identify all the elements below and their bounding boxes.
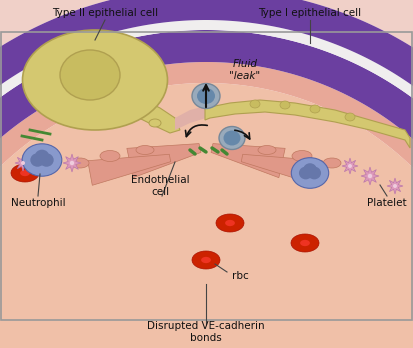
Ellipse shape <box>323 158 341 168</box>
Text: Type II epithelial cell: Type II epithelial cell <box>52 8 158 18</box>
Polygon shape <box>0 30 413 348</box>
Ellipse shape <box>125 110 135 117</box>
Ellipse shape <box>201 257 211 263</box>
Text: Platelet: Platelet <box>367 198 407 208</box>
Ellipse shape <box>197 88 215 104</box>
Polygon shape <box>175 106 206 130</box>
Polygon shape <box>0 20 413 348</box>
Polygon shape <box>0 83 413 348</box>
Ellipse shape <box>310 105 320 113</box>
Polygon shape <box>241 154 323 185</box>
Ellipse shape <box>70 161 74 165</box>
Ellipse shape <box>225 220 235 226</box>
Text: rbc: rbc <box>232 271 248 281</box>
Ellipse shape <box>291 158 329 188</box>
Ellipse shape <box>368 174 372 178</box>
Ellipse shape <box>345 113 355 121</box>
Ellipse shape <box>300 240 310 246</box>
Ellipse shape <box>292 150 312 161</box>
Ellipse shape <box>39 153 54 167</box>
Text: Type I epithelial cell: Type I epithelial cell <box>259 8 361 18</box>
Ellipse shape <box>219 127 245 150</box>
Polygon shape <box>205 100 410 148</box>
Ellipse shape <box>30 153 45 167</box>
Polygon shape <box>0 148 413 348</box>
Ellipse shape <box>223 130 240 145</box>
Polygon shape <box>361 167 379 185</box>
Ellipse shape <box>71 158 89 168</box>
Text: Endothelial
cell: Endothelial cell <box>131 175 189 197</box>
Ellipse shape <box>192 251 220 269</box>
Ellipse shape <box>393 184 397 188</box>
Ellipse shape <box>258 145 276 155</box>
Ellipse shape <box>22 30 168 130</box>
Ellipse shape <box>299 167 313 179</box>
Ellipse shape <box>348 164 352 168</box>
Polygon shape <box>211 144 285 178</box>
Ellipse shape <box>136 145 154 155</box>
Ellipse shape <box>60 50 120 100</box>
Ellipse shape <box>149 119 161 127</box>
Ellipse shape <box>280 101 290 109</box>
Ellipse shape <box>100 150 120 161</box>
Ellipse shape <box>192 84 220 109</box>
Ellipse shape <box>22 144 62 176</box>
Ellipse shape <box>303 163 317 176</box>
Text: Disrupted VE-cadherin
bonds: Disrupted VE-cadherin bonds <box>147 321 265 343</box>
Text: Neutrophil: Neutrophil <box>11 198 65 208</box>
Ellipse shape <box>291 234 319 252</box>
Ellipse shape <box>35 150 49 163</box>
Ellipse shape <box>216 214 244 232</box>
Ellipse shape <box>21 161 25 165</box>
Polygon shape <box>88 154 171 185</box>
Polygon shape <box>63 154 81 172</box>
Text: Fluid
"leak": Fluid "leak" <box>230 59 261 81</box>
Ellipse shape <box>11 164 39 182</box>
Ellipse shape <box>307 167 321 179</box>
Ellipse shape <box>20 170 30 176</box>
Ellipse shape <box>250 100 260 108</box>
Polygon shape <box>342 158 358 174</box>
Polygon shape <box>127 144 201 178</box>
Polygon shape <box>387 178 403 194</box>
Polygon shape <box>0 62 413 348</box>
Polygon shape <box>110 96 180 133</box>
Polygon shape <box>15 155 31 171</box>
